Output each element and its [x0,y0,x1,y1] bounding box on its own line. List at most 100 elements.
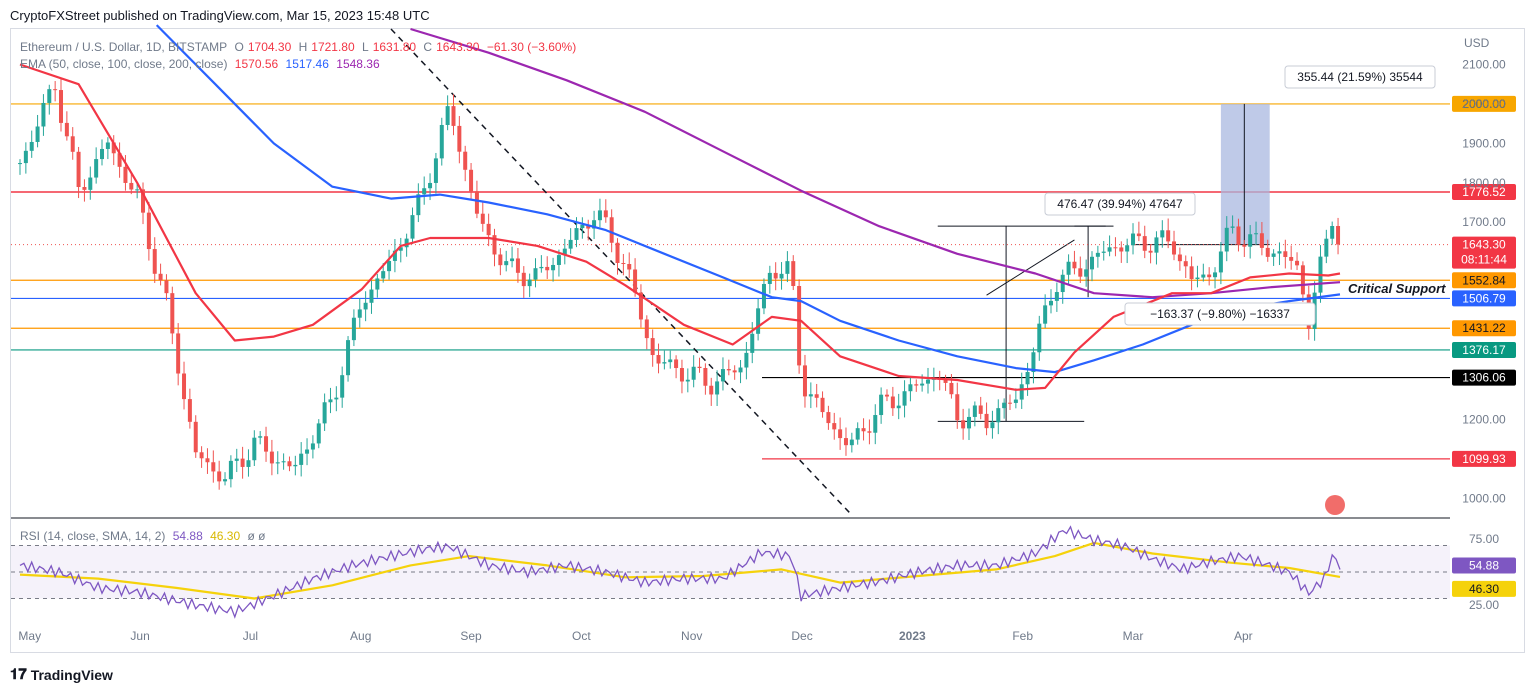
candle-body [1183,261,1188,267]
high-label: H [298,40,308,54]
candle-body [41,102,46,127]
x-axis-tick: Feb [1012,629,1033,643]
candle-body [316,423,321,444]
candle-body [1277,251,1282,254]
candle-body [785,261,790,274]
ema-label[interactable]: EMA (50, close, 100, close, 200, close) [20,57,228,71]
candle-body [141,189,146,213]
candle-body [410,215,415,239]
candle-body [328,399,333,403]
rsi-extra: ø ø [247,529,266,543]
ema50-value: 1570.56 [234,57,279,71]
candle-body [1177,254,1182,262]
dip-measure-label: −163.37 (−9.80%) −16337 [1150,307,1290,321]
candle-body [70,136,75,152]
rsi-label[interactable]: RSI (14, close, SMA, 14, 2) [20,529,166,543]
candle-body [586,224,591,229]
ema100-value: 1517.46 [285,57,329,71]
price-level-tag [1452,95,1516,112]
candle-body [797,286,802,366]
candle-body [1054,292,1059,301]
candle-body [1283,251,1288,257]
y-axis-tick: 2000.00 [1462,97,1506,111]
candle-body [832,423,837,430]
candle-body [638,292,643,320]
candle-body [422,188,427,195]
candle-body [88,177,93,190]
candle-body [890,396,895,409]
candle-body [562,248,567,256]
candle-body [1265,247,1270,257]
price-level-label: 1776.52 [1462,185,1506,199]
candle-body [193,421,198,453]
candle-body [416,194,421,216]
y-axis-tick: 1000.00 [1462,491,1506,505]
candle-body [662,362,667,364]
projection-label: 355.44 (21.59%) 35544 [1297,70,1423,84]
candle-body [1095,252,1100,257]
event-flag-icon[interactable] [1325,495,1345,515]
candle-body [1142,236,1147,251]
candle-body [305,449,310,454]
candle-body [1195,277,1200,280]
candle-body [761,283,766,309]
candle-body [310,443,315,450]
candle-body [1201,274,1206,278]
candle-body [322,402,327,424]
candle-body [1330,226,1335,239]
candle-body [47,89,52,103]
candle-body [808,394,813,397]
candle-body [82,187,87,190]
candle-body [1254,233,1259,235]
symbol-name[interactable]: Ethereum / U.S. Dollar, 1D, BITSTAMP [20,40,228,54]
x-axis-tick: Nov [681,629,702,643]
candle-body [949,382,954,395]
x-axis-tick: Mar [1123,629,1144,643]
low-value: 1631.80 [372,40,417,54]
rsi-axis-tick: 25.00 [1469,598,1499,612]
change-value: −61.30 (−3.60%) [486,40,577,54]
candle-body [439,124,444,159]
candle-body [258,436,263,438]
candle-body [551,264,556,271]
candle-body [404,238,409,248]
footer-brand[interactable]: 𝟏𝟕 TradingView [10,666,113,683]
candle-body [504,261,509,266]
candle-body [1072,261,1077,269]
rsi-legend: RSI (14, close, SMA, 14, 2) 54.88 46.30 … [20,529,269,543]
close-label: C [423,40,433,54]
current-price-tag [1452,236,1516,269]
projection-box [1220,103,1270,245]
candle-body [129,182,134,190]
candle-body [709,385,714,395]
candle-body [1207,274,1212,278]
candle-body [287,461,292,467]
candle-body [978,405,983,414]
candle-body [240,458,245,467]
projection-label-box [1284,65,1436,89]
candle-body [925,379,930,384]
price-level-label: 1306.06 [1462,371,1506,385]
candle-body [703,368,708,386]
rally-measure-label-box [1044,192,1196,216]
candle-body [1078,268,1083,277]
chart-frame[interactable] [10,28,1525,653]
candle-body [234,458,239,461]
candle-body [744,352,749,368]
candle-body [111,142,116,154]
candle-body [668,359,673,363]
candle-body [1031,352,1036,373]
candle-body [433,158,438,183]
candle-body [984,413,989,429]
candle-body [387,260,392,272]
price-level-tag [1452,290,1516,307]
tradingview-logo-icon: 𝟏𝟕 [10,666,27,683]
countdown-label: 08:11:44 [1461,253,1507,267]
candle-body [773,272,778,279]
ema200-value: 1548.36 [336,57,380,71]
price-level-label: 1376.17 [1462,343,1506,357]
candle-body [990,422,995,429]
candle-body [1013,399,1018,403]
rsi-sma-tag [1452,580,1516,597]
